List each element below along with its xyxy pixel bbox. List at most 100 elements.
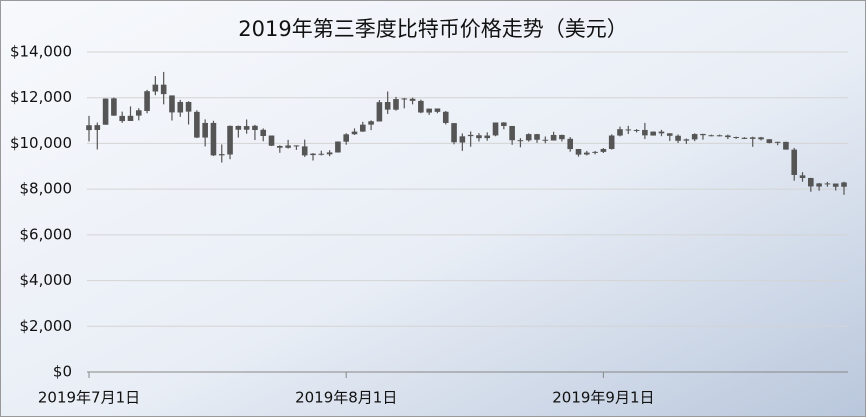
candle-body [119, 115, 125, 122]
candle-body [534, 134, 540, 140]
y-tick-label: $2,000 [20, 317, 73, 335]
candle-body [675, 135, 681, 141]
candle-body [741, 137, 748, 139]
candle-body [733, 137, 739, 139]
candle-body [152, 84, 159, 92]
candle-body [584, 152, 590, 155]
candle-body [783, 141, 789, 150]
candle-body [243, 126, 250, 130]
candle-body [451, 123, 457, 143]
x-tick-label: 2019年8月1日 [295, 389, 397, 407]
candle-body [824, 183, 831, 185]
candle-body [600, 148, 607, 152]
candle-body [401, 98, 408, 100]
candle-body [509, 125, 515, 141]
candle-body [459, 136, 466, 143]
candle-body [210, 122, 217, 156]
candle-body [185, 101, 192, 112]
candle-body [434, 108, 441, 112]
candle-body [492, 122, 499, 136]
candle-body [550, 134, 557, 141]
candle-body [235, 125, 242, 130]
candle-body [102, 98, 109, 125]
candle-body [326, 152, 333, 155]
y-tick-label: $10,000 [10, 134, 72, 152]
candle-body [650, 131, 656, 136]
candle-body [111, 98, 117, 116]
candle-body [625, 129, 632, 131]
candle-body [758, 137, 764, 140]
candle-body [567, 138, 574, 150]
candle-body [542, 139, 549, 141]
y-tick-label: $4,000 [20, 271, 73, 289]
candle-body [218, 154, 225, 156]
candle-body [658, 131, 665, 134]
candle-body [285, 145, 291, 148]
candle-body [476, 135, 482, 139]
candle-body [841, 182, 847, 187]
candle-body [683, 139, 690, 141]
candle-body [277, 146, 283, 148]
candle-body [359, 124, 366, 132]
candle-body [86, 125, 92, 131]
candle-body [525, 134, 532, 141]
candle-body [426, 108, 432, 113]
candle-body [368, 121, 374, 125]
candle-body [318, 153, 325, 155]
candle-body [816, 183, 822, 187]
x-tick-label: 2019年7月1日 [38, 389, 140, 407]
y-tick-label: $12,000 [10, 88, 72, 106]
candle-body [700, 133, 706, 136]
chart-title: 2019年第三季度比特币价格走势（美元） [238, 17, 627, 41]
candle-body [716, 135, 723, 137]
candle-body [592, 151, 598, 153]
candle-body [708, 135, 715, 137]
candle-body [335, 141, 341, 153]
candle-body [666, 133, 673, 136]
candle-body [260, 129, 267, 136]
candle-body [749, 137, 756, 139]
candle-body [642, 129, 648, 136]
y-tick-label: $0 [53, 363, 72, 381]
candle-body [127, 115, 134, 121]
candle-body [808, 177, 814, 187]
candle-body [484, 135, 491, 139]
candle-body [177, 101, 184, 113]
candle-body [409, 98, 416, 101]
candle-body [94, 125, 101, 130]
candle-body [169, 95, 175, 113]
candle-body [633, 129, 640, 131]
candle-body [467, 134, 474, 137]
x-tick-label: 2019年9月1日 [552, 389, 654, 407]
candle-body [725, 135, 731, 138]
y-tick-label: $14,000 [10, 43, 72, 61]
candle-body [227, 125, 233, 155]
candle-body [301, 146, 308, 156]
y-tick-label: $6,000 [20, 225, 73, 243]
candle-body [691, 134, 698, 140]
candle-body [310, 153, 316, 156]
candle-body [351, 131, 358, 135]
candle-body [418, 100, 424, 113]
candle-body [575, 149, 582, 155]
candle-body [343, 134, 349, 142]
candle-body [832, 183, 839, 187]
candle-body [144, 91, 150, 111]
candle-body [501, 122, 507, 126]
candle-body [774, 141, 781, 143]
candle-body [766, 139, 773, 143]
candle-body [617, 129, 623, 136]
candle-body [376, 102, 383, 122]
candle-body [791, 149, 798, 175]
candle-body [293, 145, 300, 147]
y-tick-label: $8,000 [20, 180, 73, 198]
candle-body [135, 110, 142, 116]
candle-body [384, 102, 391, 110]
candle-body [194, 111, 200, 138]
candle-body [799, 175, 806, 179]
candle-body [268, 135, 275, 146]
candle-body [559, 134, 565, 140]
candle-body [202, 122, 208, 138]
candle-body [517, 140, 524, 142]
